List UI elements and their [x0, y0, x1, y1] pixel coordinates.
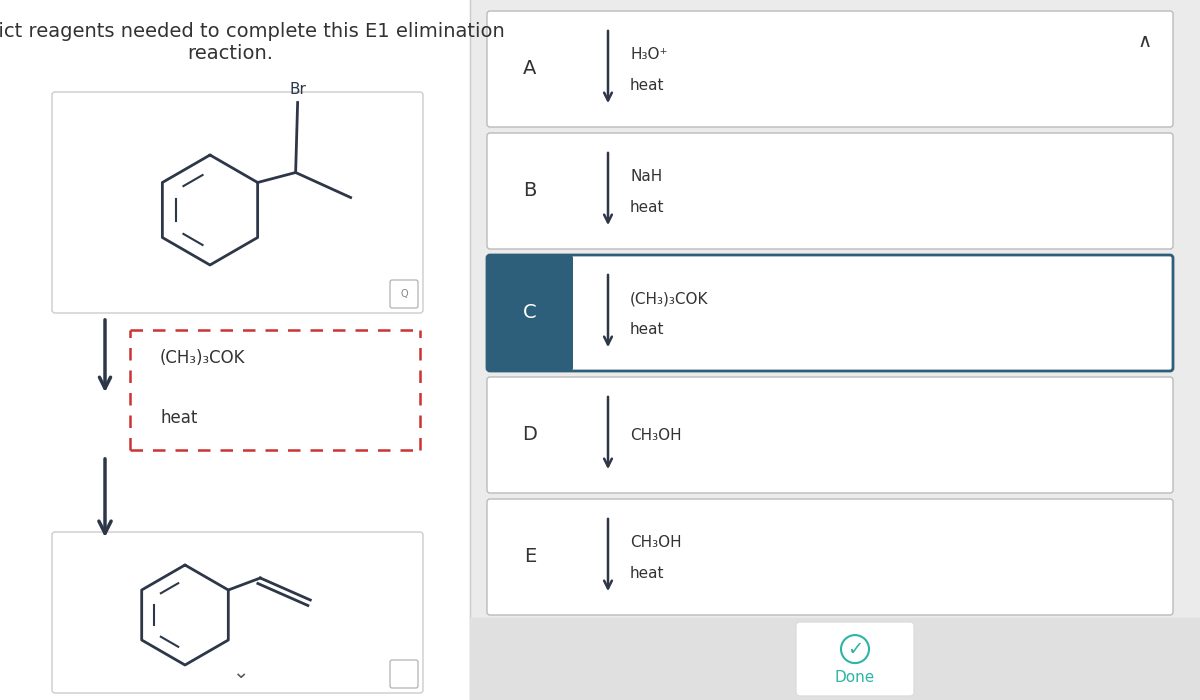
- FancyBboxPatch shape: [487, 377, 1174, 493]
- Text: Done: Done: [835, 671, 875, 685]
- FancyBboxPatch shape: [390, 280, 418, 308]
- Text: heat: heat: [160, 409, 197, 427]
- Text: Br: Br: [289, 81, 306, 97]
- FancyBboxPatch shape: [487, 255, 574, 371]
- FancyBboxPatch shape: [487, 11, 1174, 127]
- Text: Predict reagents needed to complete this E1 elimination: Predict reagents needed to complete this…: [0, 22, 505, 41]
- Text: Q: Q: [400, 289, 408, 299]
- Text: C: C: [523, 304, 536, 323]
- Text: reaction.: reaction.: [187, 44, 274, 63]
- Text: H₃O⁺: H₃O⁺: [630, 47, 667, 62]
- Text: (CH₃)₃COK: (CH₃)₃COK: [630, 291, 708, 306]
- Bar: [0, 0, 470, 700]
- Text: E: E: [524, 547, 536, 566]
- Bar: [470, 0, 1200, 700]
- Text: CH₃OH: CH₃OH: [630, 428, 682, 442]
- Bar: [470, 618, 1200, 700]
- Text: A: A: [523, 60, 536, 78]
- FancyBboxPatch shape: [487, 255, 1174, 371]
- FancyBboxPatch shape: [52, 92, 424, 313]
- Text: ∧: ∧: [1138, 32, 1152, 51]
- Text: D: D: [522, 426, 538, 444]
- FancyBboxPatch shape: [487, 499, 1174, 615]
- Text: heat: heat: [630, 78, 665, 93]
- FancyBboxPatch shape: [52, 532, 424, 693]
- Text: ✓: ✓: [847, 640, 863, 659]
- FancyBboxPatch shape: [796, 622, 914, 696]
- FancyBboxPatch shape: [390, 660, 418, 688]
- FancyBboxPatch shape: [487, 133, 1174, 249]
- Text: heat: heat: [630, 200, 665, 215]
- Text: ⌄: ⌄: [232, 663, 248, 682]
- Text: (CH₃)₃COK: (CH₃)₃COK: [160, 349, 246, 367]
- Text: heat: heat: [630, 566, 665, 581]
- Text: B: B: [523, 181, 536, 200]
- Text: NaH: NaH: [630, 169, 662, 184]
- Text: heat: heat: [630, 322, 665, 337]
- Text: CH₃OH: CH₃OH: [630, 536, 682, 550]
